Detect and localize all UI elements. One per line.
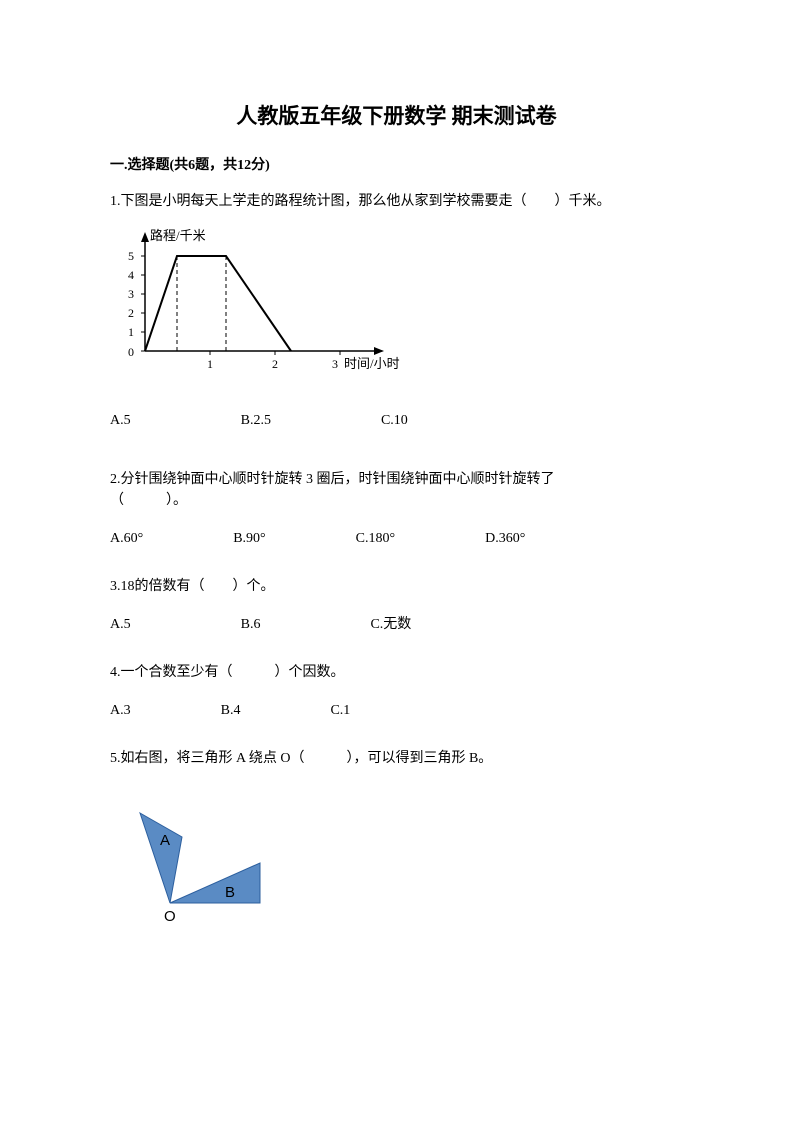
page-title: 人教版五年级下册数学 期末测试卷 xyxy=(110,100,683,130)
section-header: 一.选择题(共6题，共12分) xyxy=(110,154,683,174)
q2-option-b: B.90° xyxy=(233,525,265,553)
q3-option-b: B.6 xyxy=(241,611,261,639)
q4-options: A.3 B.4 C.1 xyxy=(110,697,683,725)
q2-option-c: C.180° xyxy=(356,525,395,553)
x-tick-1: 1 xyxy=(207,357,213,371)
q1-text: 1.下图是小明每天上学走的路程统计图，那么他从家到学校需要走（ ）千米。 xyxy=(110,188,683,216)
q1-option-c: C.10 xyxy=(381,407,408,435)
q2-text-line1: 2.分针围绕钟面中心顺时针旋转 3 圈后，时针围绕钟面中心顺时针旋转了 xyxy=(110,472,555,487)
q2-option-a: A.60° xyxy=(110,525,143,553)
origin-label: O xyxy=(164,908,176,925)
q2-text: 2.分针围绕钟面中心顺时针旋转 3 圈后，时针围绕钟面中心顺时针旋转了 （ ）。 xyxy=(110,469,683,511)
x-axis-label: 时间/小时 xyxy=(344,356,400,371)
q3-text: 3.18的倍数有（ ）个。 xyxy=(110,573,683,601)
q4-option-a: A.3 xyxy=(110,697,131,725)
triangle-b-label: B xyxy=(225,884,235,901)
q1-option-a: A.5 xyxy=(110,407,131,435)
x-tick-3: 3 xyxy=(332,357,338,371)
question-2: 2.分针围绕钟面中心顺时针旋转 3 圈后，时针围绕钟面中心顺时针旋转了 （ ）。… xyxy=(110,469,683,553)
q3-option-c: C.无数 xyxy=(370,611,411,639)
question-5: 5.如右图，将三角形 A 绕点 O（ ），可以得到三角形 B。 A B O xyxy=(110,745,683,943)
q1-options: A.5 B.2.5 C.10 xyxy=(110,407,683,435)
q3-options: A.5 B.6 C.无数 xyxy=(110,611,683,639)
y-tick-4: 4 xyxy=(128,268,134,282)
q5-text: 5.如右图，将三角形 A 绕点 O（ ），可以得到三角形 B。 xyxy=(110,745,683,773)
triangle-a xyxy=(140,813,182,903)
y-tick-2: 2 xyxy=(128,306,134,320)
y-tick-1: 1 xyxy=(128,325,134,339)
q1-chart: 0 1 2 3 4 5 1 2 3 路程/千米 时间/小时 xyxy=(110,226,683,387)
question-3: 3.18的倍数有（ ）个。 A.5 B.6 C.无数 xyxy=(110,573,683,639)
q3-option-a: A.5 xyxy=(110,611,131,639)
q4-option-b: B.4 xyxy=(221,697,241,725)
y-tick-0: 0 xyxy=(128,345,134,359)
q4-option-c: C.1 xyxy=(330,697,350,725)
question-4: 4.一个合数至少有（ ）个因数。 A.3 B.4 C.1 xyxy=(110,659,683,725)
q2-text-line2: （ ）。 xyxy=(110,493,187,508)
x-tick-2: 2 xyxy=(272,357,278,371)
y-tick-5: 5 xyxy=(128,249,134,263)
y-axis-label: 路程/千米 xyxy=(150,228,206,243)
q1-option-b: B.2.5 xyxy=(241,407,271,435)
y-tick-3: 3 xyxy=(128,287,134,301)
q5-diagram: A B O xyxy=(110,803,683,943)
q2-options: A.60° B.90° C.180° D.360° xyxy=(110,525,683,553)
q4-text: 4.一个合数至少有（ ）个因数。 xyxy=(110,659,683,687)
question-1: 1.下图是小明每天上学走的路程统计图，那么他从家到学校需要走（ ）千米。 0 1… xyxy=(110,188,683,435)
triangle-b xyxy=(170,863,260,903)
q2-option-d: D.360° xyxy=(485,525,525,553)
triangle-a-label: A xyxy=(160,832,170,849)
